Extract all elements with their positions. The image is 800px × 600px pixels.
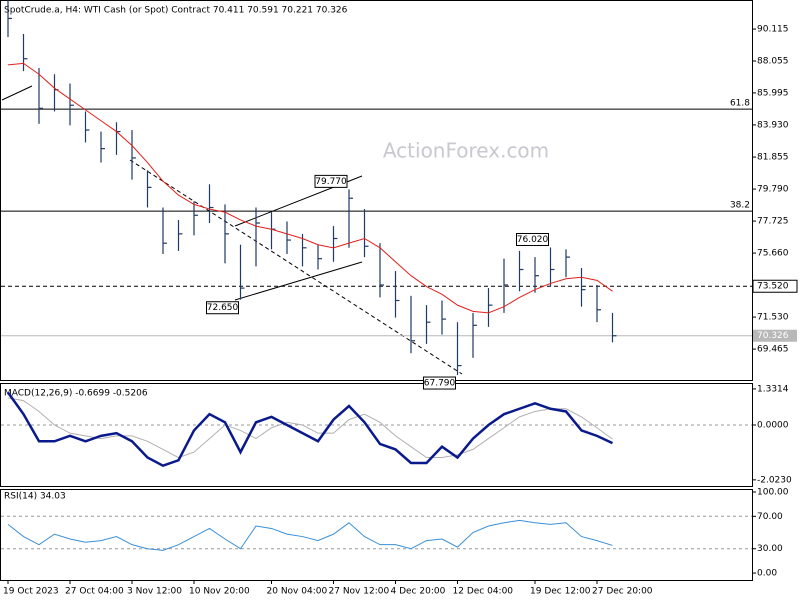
y-tick-label: 70.00 [757, 512, 783, 522]
y-tick-label: -2.0230 [757, 475, 792, 485]
macd-panel [0, 383, 753, 487]
y-tick-label: 77.725 [757, 217, 789, 227]
channel-line [234, 261, 363, 301]
macd-title: MACD(12,26,9) -0.6699 -0.5206 [4, 389, 148, 399]
annotation-box [516, 232, 549, 246]
fib-label: 38.2 [730, 201, 750, 211]
x-tick-label: 10 Nov 20:00 [189, 587, 250, 597]
y-tick-label: 100.00 [757, 487, 789, 497]
x-tick-label: 3 Nov 12:00 [127, 587, 182, 597]
x-tick-label: 27 Nov 12:00 [329, 587, 390, 597]
annotation-label: 79.770 [315, 177, 347, 187]
moving-average [7, 62, 613, 314]
x-tick-label: 12 Dec 04:00 [453, 587, 514, 597]
y-tick-label: 30.00 [757, 544, 783, 554]
trend-line [129, 159, 463, 375]
y-tick-label: 69.465 [757, 345, 789, 355]
watermark: ActionForex.com [383, 139, 549, 163]
indicator-line [7, 519, 613, 551]
y-tick-label: 75.660 [757, 249, 789, 259]
rsi-title: RSI(14) 34.03 [4, 492, 66, 502]
x-tick-label: 20 Nov 04:00 [267, 587, 328, 597]
y-tick-label: 83.930 [757, 120, 789, 130]
indicator-line [7, 397, 613, 459]
x-tick-label: 27 Dec 20:00 [592, 587, 653, 597]
y-tick-label: 1.3314 [757, 384, 789, 394]
y-tick-label: 79.790 [757, 185, 789, 195]
price-label-box [753, 329, 797, 342]
y-tick-label: 90.115 [757, 25, 789, 35]
fib-label: 61.8 [730, 99, 750, 109]
y-tick-label: 0.0000 [757, 421, 789, 431]
x-tick-label: 27 Oct 04:00 [65, 587, 124, 597]
chart-title: SpotCrude.a, H4: WTI Cash (or Spot) Cont… [4, 6, 348, 16]
annotation-box [314, 174, 348, 188]
annotation-label: 67.790 [424, 379, 456, 389]
y-tick-label: 81.855 [757, 153, 789, 163]
price-label: 73.520 [757, 282, 789, 292]
rsi-panel [0, 489, 753, 581]
price-label-box [752, 279, 798, 293]
annotation-box [206, 301, 239, 315]
trend-line [1, 85, 33, 101]
x-tick-label: 19 Dec 12:00 [530, 587, 591, 597]
x-tick-label: 19 Oct 2023 [3, 587, 59, 597]
price-label: 70.326 [757, 331, 789, 341]
indicator-line [6, 391, 614, 468]
annotation-label: 72.650 [207, 303, 239, 313]
y-tick-label: 85.995 [757, 88, 789, 98]
annotation-label: 76.020 [517, 235, 549, 245]
annotation-box [423, 376, 456, 390]
price-panel [0, 0, 753, 381]
x-tick-label: 4 Dec 20:00 [391, 587, 446, 597]
y-tick-label: 71.530 [757, 313, 789, 323]
y-tick-label: 88.055 [757, 56, 789, 66]
y-tick-label: 0.00 [757, 569, 777, 579]
